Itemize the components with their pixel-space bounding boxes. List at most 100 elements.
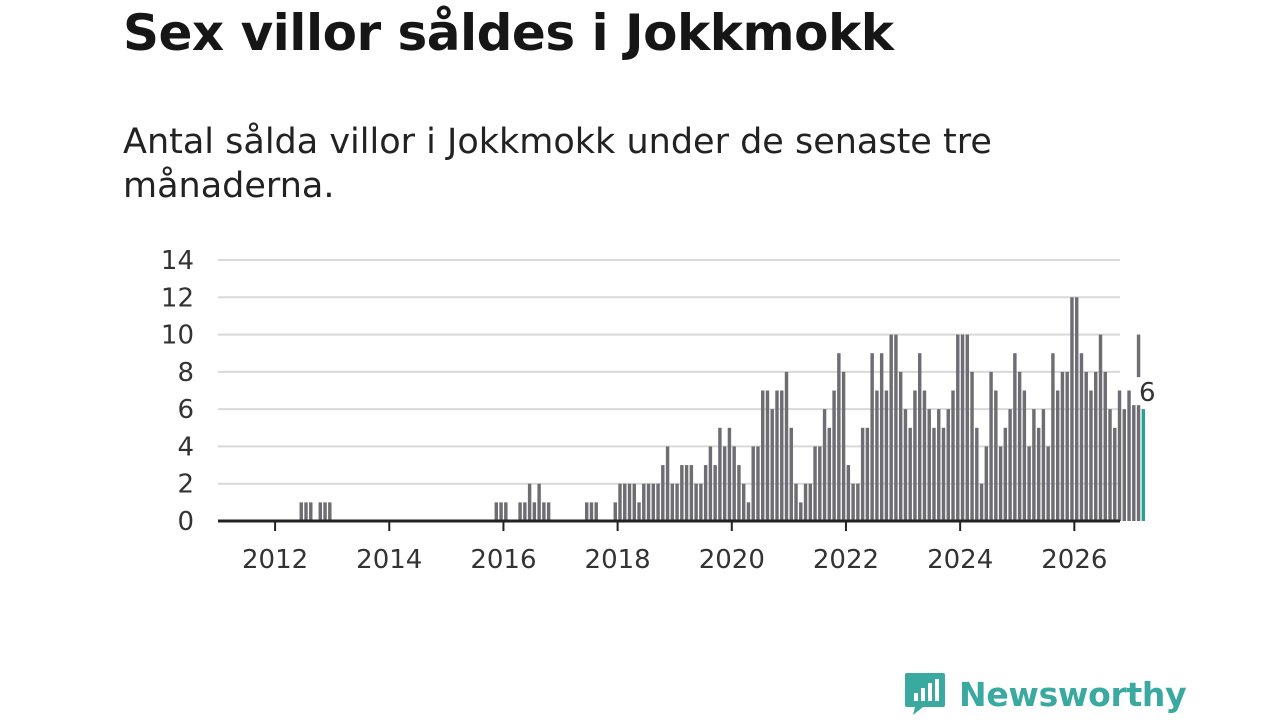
axes [218,519,1120,531]
bar [879,353,884,521]
bar [994,390,998,521]
bar [856,483,860,521]
bar [832,390,836,521]
bar [837,353,841,521]
bar [1017,371,1022,521]
bar [623,483,627,521]
bar [713,465,717,521]
tick-labels: 0 2 4 6 8 10 12 14 2012 2014 2016 2018 2020 2022 2024 2… [161,246,1108,575]
bar [827,427,832,521]
bar-chart: 0 2 4 6 8 10 12 14 2012 2014 2016 2018 2020 2022 2024 2… [161,246,1156,575]
bar [537,483,541,521]
chart-title: Sex villor såldes i Jokkmokk [123,4,894,62]
bar-latest [1141,409,1146,521]
bar [665,446,670,521]
x-tick-label-2012: 2012 [242,545,308,575]
bar [841,371,846,521]
bar [703,465,708,521]
bar [523,502,527,521]
bar [1075,297,1079,521]
bar [1065,371,1069,521]
bar-series [299,297,1146,521]
bar [594,502,598,521]
x-tick-label-2014: 2014 [356,545,422,575]
bar [741,483,746,521]
bar [918,353,922,521]
bar [1127,390,1131,521]
bar [632,483,636,521]
y-tick-label-0: 0 [177,507,194,537]
y-tick-label-10: 10 [161,321,194,351]
last-value-annotation: 6 [1131,377,1156,408]
bar [1036,427,1041,521]
bar [1094,371,1098,521]
bar [846,465,851,521]
bar [722,446,727,521]
bar [694,483,698,521]
bar [1070,297,1074,521]
bar [903,409,908,521]
y-tick-label-14: 14 [161,246,194,276]
bar [922,390,927,521]
bar [818,446,822,521]
bar [1041,409,1046,521]
bar [927,409,931,521]
bar [813,446,817,521]
bar [870,353,874,521]
bar [642,483,646,521]
bar [979,483,984,521]
bar [584,502,589,521]
bar [799,502,803,521]
bar [913,390,917,521]
bar [865,427,870,521]
bar [527,483,532,521]
bar [746,502,751,521]
bar [780,390,784,521]
bar [803,483,808,521]
bar [1117,390,1122,521]
x-tick-label-2024: 2024 [927,545,993,575]
x-tick-label-2018: 2018 [585,545,651,575]
bar [884,390,889,521]
bar [775,390,779,521]
newsworthy-brand[interactable]: Newsworthy [903,670,1187,718]
bar [875,390,879,521]
bar [1136,334,1141,521]
bar [718,427,722,521]
y-tick-label-4: 4 [177,432,194,462]
bar [975,427,979,521]
bar [860,427,865,521]
bar [965,334,970,521]
x-tick-label-2022: 2022 [813,545,879,575]
bar [1132,390,1136,521]
bar [898,371,903,521]
x-tick-label-2016: 2016 [470,545,536,575]
bar [761,390,765,521]
grid-lines [218,259,1120,485]
bar [518,502,522,521]
bar [1098,334,1103,521]
bar [989,371,993,521]
bar [784,371,789,521]
bar [637,502,641,521]
bar [937,409,941,521]
bar [998,446,1003,521]
bar [951,390,955,521]
bar [684,465,689,521]
y-tick-label-6: 6 [177,395,194,425]
annotation-background [1131,377,1156,406]
chart-subtitle: Antal sålda villor i Jokkmokk under de s… [123,122,992,206]
bar [328,502,332,521]
bar [1027,446,1031,521]
bar [737,465,741,521]
bar [318,502,322,521]
bar [589,502,594,521]
bar [908,427,912,521]
bar [1022,390,1027,521]
bar [661,465,665,521]
y-tick-label-12: 12 [161,283,194,313]
bar [494,502,499,521]
bar [851,483,855,521]
bar [765,390,770,521]
bar [618,483,622,521]
